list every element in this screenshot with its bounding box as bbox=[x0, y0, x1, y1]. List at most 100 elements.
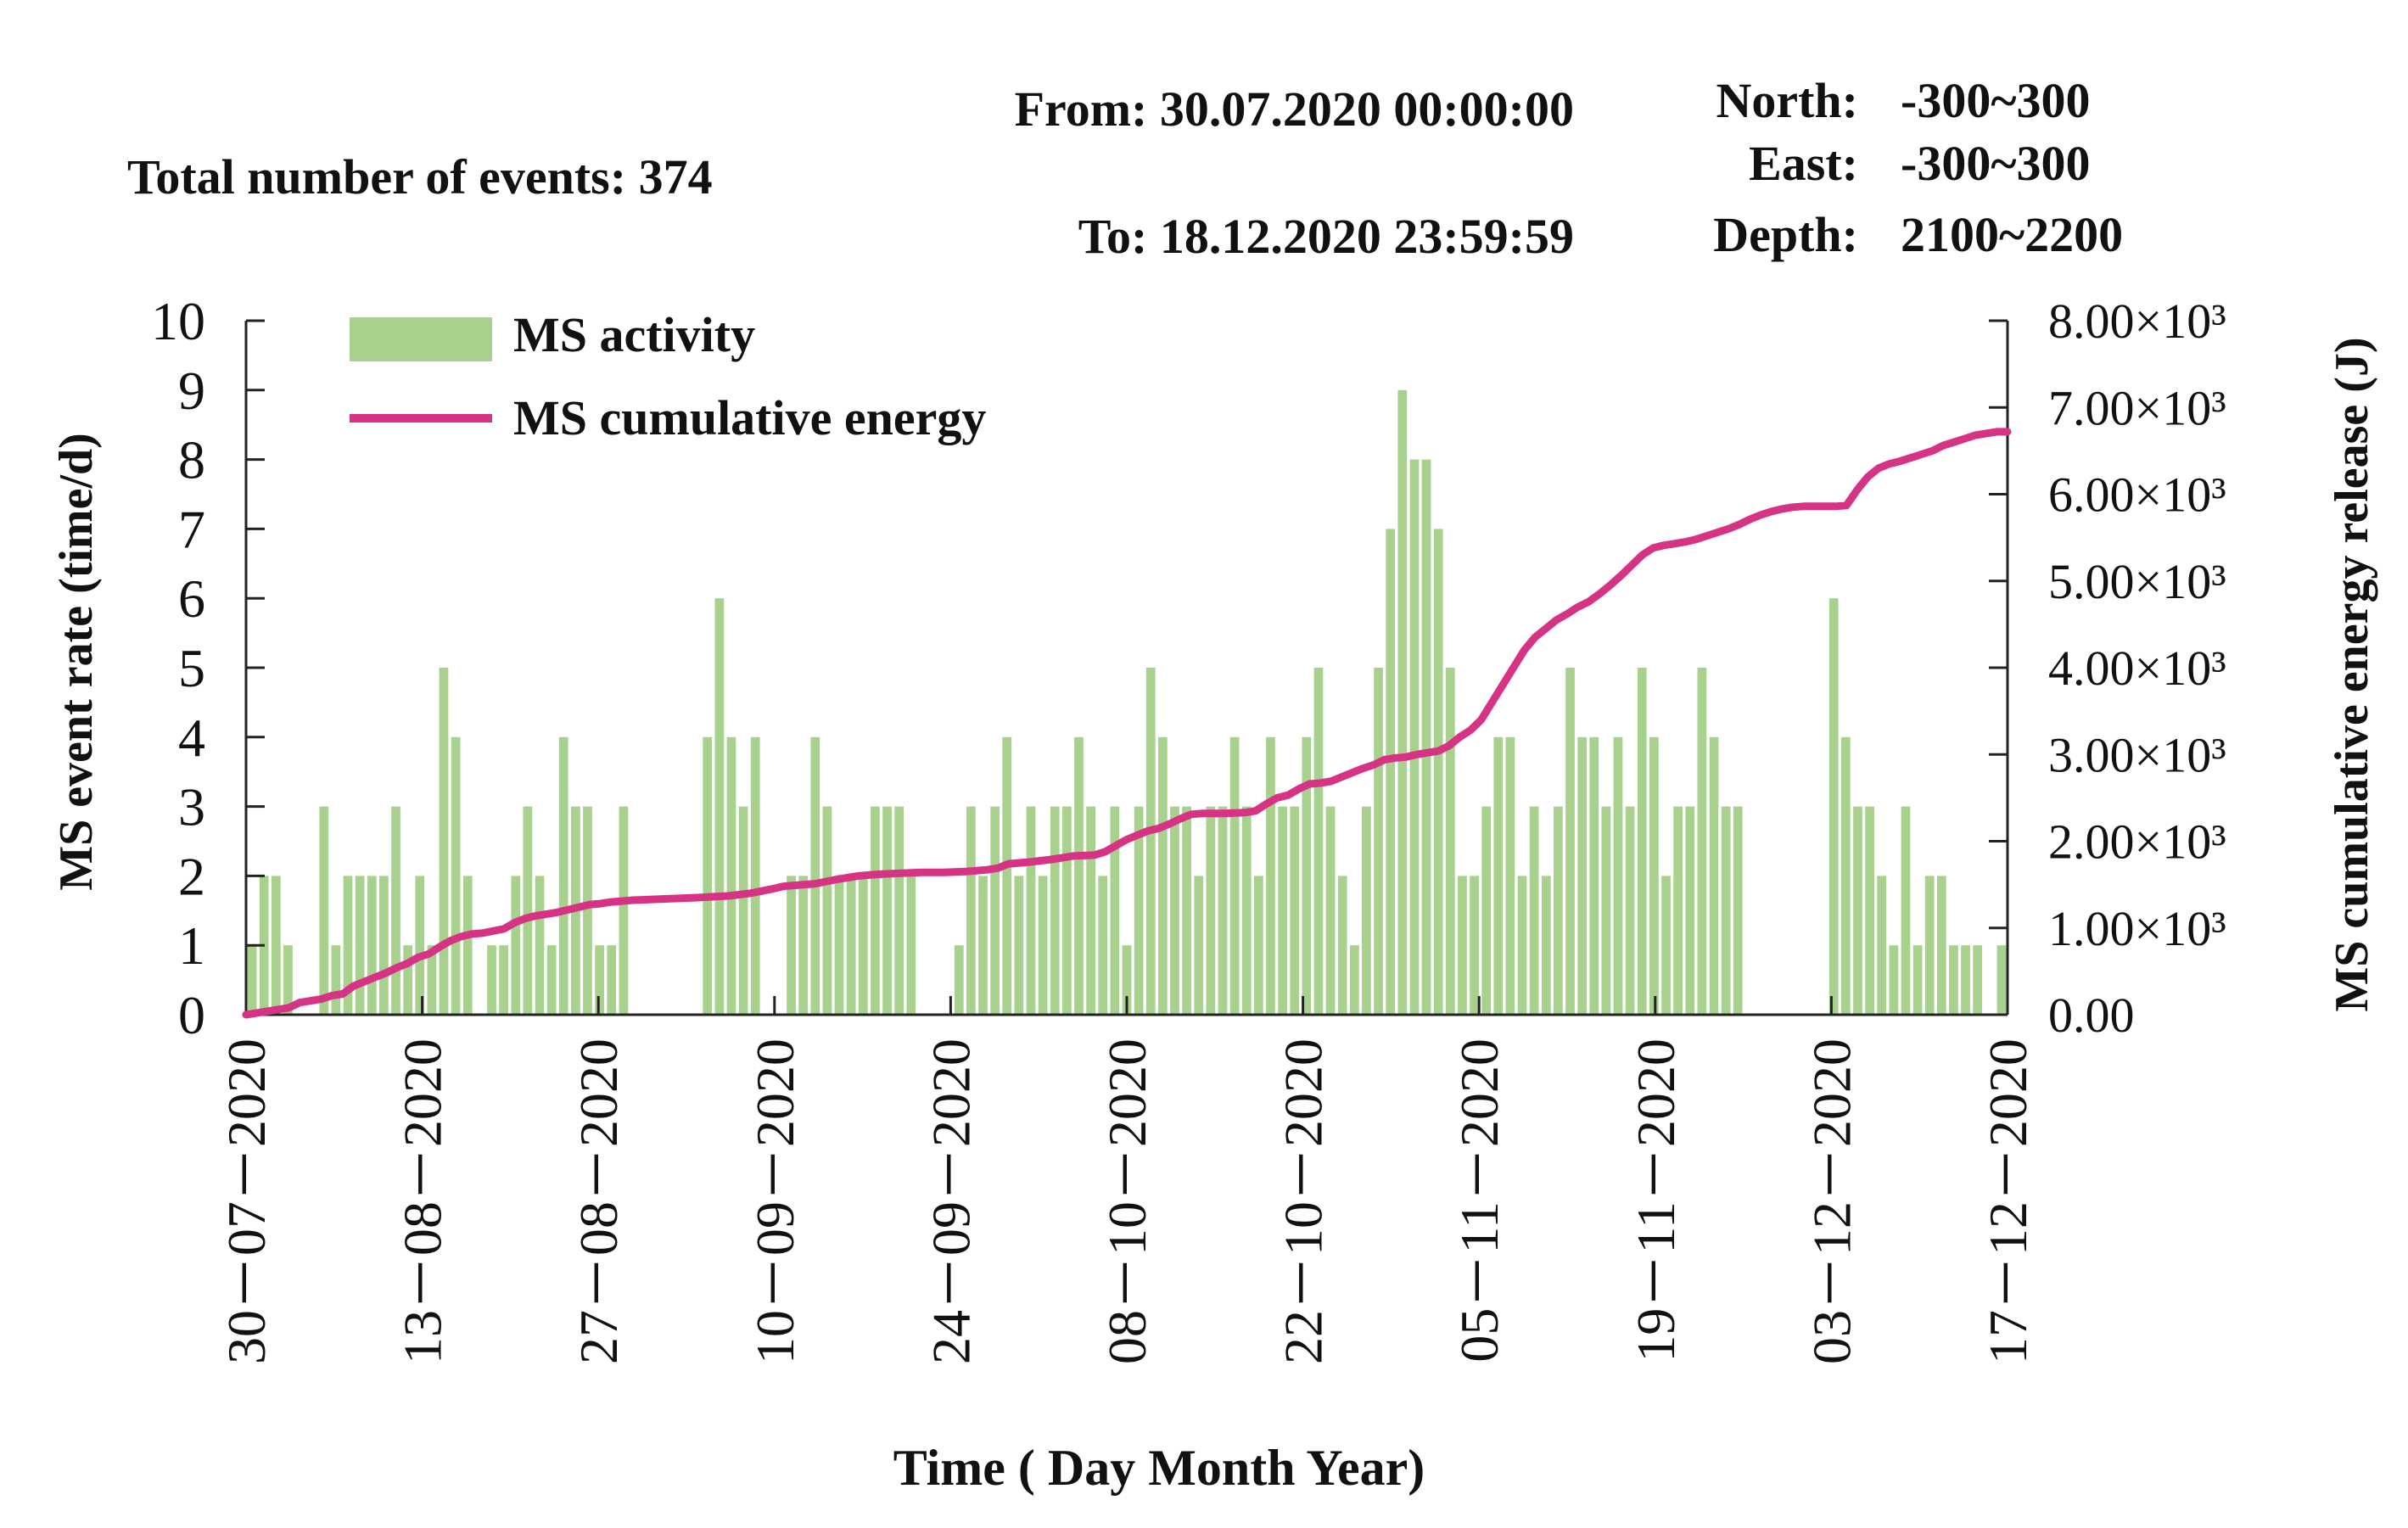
bar-86 bbox=[1278, 806, 1287, 1015]
bar-94 bbox=[1374, 668, 1383, 1015]
bar-98 bbox=[1421, 459, 1431, 1015]
x-tick-label: 08－10－2020 bbox=[1097, 1038, 1157, 1364]
bar-11 bbox=[379, 876, 389, 1015]
bar-93 bbox=[1362, 806, 1371, 1015]
bar-112 bbox=[1589, 736, 1599, 1015]
bar-13 bbox=[403, 945, 413, 1015]
tick-labels: 0 1 2 3 4 5 6 7 8 9 10 0.00 1.00×10³ 2.00×10³ 3.00×10³… bbox=[151, 291, 2226, 1364]
bar-23 bbox=[523, 806, 533, 1015]
bar-80 bbox=[1206, 806, 1216, 1015]
x-tick-label: 27－08－2020 bbox=[568, 1038, 629, 1364]
bar-88 bbox=[1302, 736, 1312, 1015]
bar-132 bbox=[1828, 598, 1839, 1015]
x-tick-label: 05－11－2020 bbox=[1449, 1038, 1509, 1363]
bar-134 bbox=[1853, 806, 1862, 1015]
y-tick-label: 9 bbox=[178, 361, 205, 421]
y2-tick-label: 4.00×10³ bbox=[2048, 641, 2226, 696]
bar-120 bbox=[1685, 806, 1695, 1015]
bar-99 bbox=[1433, 529, 1443, 1015]
axes bbox=[244, 321, 2009, 1016]
bar-79 bbox=[1194, 876, 1204, 1015]
bar-97 bbox=[1409, 459, 1420, 1015]
x-tick-label: 17－12－2020 bbox=[1978, 1038, 2038, 1364]
legend-bar-label: MS activity bbox=[513, 307, 755, 362]
cumulative-energy-line bbox=[242, 428, 2012, 1019]
x-tick-label: 13－08－2020 bbox=[393, 1038, 453, 1364]
bar-114 bbox=[1613, 736, 1623, 1015]
bar-2 bbox=[271, 876, 281, 1015]
x-tick-label: 30－07－2020 bbox=[216, 1038, 277, 1364]
bar-92 bbox=[1349, 945, 1359, 1015]
bar-series bbox=[247, 389, 2007, 1015]
bar-105 bbox=[1505, 736, 1515, 1015]
bar-74 bbox=[1134, 806, 1144, 1015]
y2-tick-label: 3.00×10³ bbox=[2048, 727, 2226, 782]
bar-137 bbox=[1889, 945, 1899, 1015]
bar-143 bbox=[1961, 945, 1970, 1015]
bar-87 bbox=[1290, 806, 1300, 1015]
y-tick-label: 10 bbox=[151, 291, 205, 351]
y2-tick-label: 6.00×10³ bbox=[2048, 467, 2226, 523]
bar-116 bbox=[1637, 668, 1647, 1015]
x-tick-label: 03－12－2020 bbox=[1801, 1038, 1862, 1364]
bar-55 bbox=[906, 876, 916, 1015]
bar-9 bbox=[355, 876, 365, 1015]
bar-25 bbox=[546, 945, 557, 1015]
bar-62 bbox=[990, 806, 1000, 1015]
bar-20 bbox=[487, 945, 496, 1015]
bar-12 bbox=[391, 806, 400, 1015]
bar-82 bbox=[1229, 736, 1240, 1015]
bar-22 bbox=[511, 876, 521, 1015]
y-tick-label: 4 bbox=[178, 708, 205, 768]
x-tick-label: 24－09－2020 bbox=[921, 1038, 981, 1364]
y-tick-label: 1 bbox=[178, 915, 205, 976]
bar-7 bbox=[331, 945, 341, 1015]
y-tick-label: 6 bbox=[178, 568, 205, 629]
bar-111 bbox=[1577, 736, 1588, 1015]
bar-3 bbox=[283, 945, 293, 1015]
bar-63 bbox=[1002, 736, 1012, 1015]
total-events-text: Total number of events: 374 bbox=[127, 149, 713, 204]
bar-144 bbox=[1973, 945, 1983, 1015]
bar-122 bbox=[1709, 736, 1719, 1015]
bar-60 bbox=[966, 806, 976, 1015]
bar-48 bbox=[822, 806, 832, 1015]
bar-78 bbox=[1182, 806, 1191, 1015]
bar-100 bbox=[1445, 668, 1455, 1015]
legend-line-label: MS cumulative energy bbox=[513, 390, 986, 445]
bar-6 bbox=[319, 806, 329, 1015]
north-label: North: bbox=[1716, 73, 1858, 128]
bar-113 bbox=[1601, 806, 1611, 1015]
bar-67 bbox=[1050, 806, 1060, 1015]
bar-133 bbox=[1840, 736, 1851, 1015]
y-tick-label: 8 bbox=[178, 430, 205, 490]
bar-10 bbox=[367, 876, 377, 1015]
bar-14 bbox=[415, 876, 425, 1015]
bar-103 bbox=[1481, 806, 1492, 1015]
bar-108 bbox=[1541, 876, 1551, 1015]
bar-118 bbox=[1661, 876, 1671, 1015]
bar-77 bbox=[1170, 806, 1179, 1015]
bar-91 bbox=[1337, 876, 1347, 1015]
y-tick-label: 5 bbox=[178, 638, 205, 698]
x-tick-label: 10－09－2020 bbox=[745, 1038, 805, 1364]
bar-49 bbox=[834, 876, 844, 1015]
bar-68 bbox=[1062, 806, 1072, 1015]
bar-16 bbox=[439, 668, 449, 1015]
bar-26 bbox=[558, 736, 568, 1015]
bar-142 bbox=[1949, 945, 1958, 1015]
bar-139 bbox=[1912, 945, 1923, 1015]
bar-138 bbox=[1901, 806, 1911, 1015]
bar-140 bbox=[1924, 876, 1935, 1015]
y-tick-label: 0 bbox=[178, 985, 205, 1045]
bar-46 bbox=[798, 876, 809, 1015]
bar-71 bbox=[1098, 876, 1108, 1015]
bar-107 bbox=[1529, 806, 1539, 1015]
bar-51 bbox=[858, 876, 868, 1015]
bar-83 bbox=[1241, 806, 1252, 1015]
bar-64 bbox=[1014, 876, 1024, 1015]
bar-41 bbox=[738, 806, 748, 1015]
bar-15 bbox=[427, 945, 437, 1015]
bar-109 bbox=[1554, 806, 1563, 1015]
